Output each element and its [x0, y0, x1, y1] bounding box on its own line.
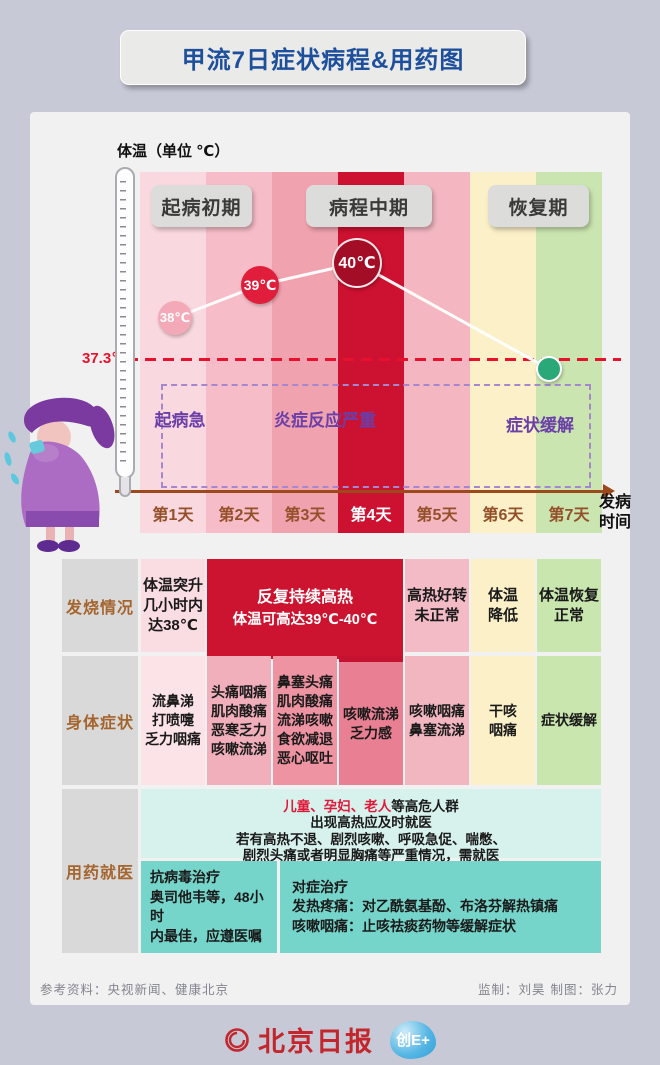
- day-column-3: 第3天: [272, 172, 338, 533]
- datapoint-40c: 40℃: [332, 238, 382, 288]
- reference-sources: 参考资料：央视新闻、健康北京: [40, 982, 230, 997]
- beijing-daily-logo: 北京日报: [224, 1020, 374, 1059]
- day-label-2: 第2天: [218, 507, 260, 524]
- chuang-e-plus-logo: 创E+: [390, 1020, 436, 1059]
- row-header-fever: 发烧情况: [62, 559, 138, 652]
- symptomatic-title: 对症治疗: [292, 878, 348, 895]
- day-label-3: 第3天: [284, 507, 326, 524]
- sick-child-illustration: [4, 397, 115, 552]
- note-line4: 剧烈头痛或者明显胸痛等严重情况，需就医: [242, 848, 500, 864]
- thermometer-tip: [119, 477, 131, 497]
- datapoint-recovery-dot: [536, 356, 562, 382]
- day-column-1: 第1天: [140, 172, 206, 533]
- day-column-2: 第2天: [206, 172, 272, 533]
- antiviral-title: 抗病毒治疗: [150, 869, 220, 885]
- beijing-daily-logo-text: 北京日报: [258, 1027, 374, 1058]
- note-line1: 儿童、孕妇、老人等高危人群: [283, 782, 459, 815]
- table-cell-symptoms-day2: 头痛咽痛 肌肉酸痛 恶寒乏力 咳嗽流涕: [207, 656, 271, 785]
- row-header-medical: 用药就医: [62, 789, 138, 953]
- note-line2: 出现高热应及时就医: [310, 815, 432, 831]
- antiviral-body: 奥司他韦等，48小时 内最佳，应遵医嘱: [150, 888, 264, 944]
- page-title: 甲流7日症状病程&用药图: [120, 30, 526, 85]
- day-label-1: 第1天: [152, 507, 194, 524]
- table-cell-symptoms-day4: 咳嗽流涕 乏力感: [339, 656, 403, 785]
- table-cell-symptoms-day3: 鼻塞头痛 肌肉酸痛 流涕咳嗽 食欲减退 恶心呕吐: [273, 656, 337, 785]
- medical-warning-note: 儿童、孕妇、老人等高危人群 出现高热应及时就医 若有高热不退、剧烈咳嗽、呼吸急促…: [141, 789, 601, 863]
- table-cell-fever-day6: 体温 降低: [471, 559, 535, 652]
- symptomatic-treatment-cell: 对症治疗 发热疼痛：对乙酰氨基酚、布洛芬解热镇痛 咳嗽咽痛：止咳祛痰药物等缓解症…: [280, 861, 601, 953]
- annotation-inflammation: 炎症反应严重: [274, 411, 376, 430]
- phase-pill-middle: 病程中期: [306, 185, 432, 227]
- day-label-5: 第5天: [416, 507, 458, 524]
- beijing-daily-emblem-icon: [225, 1027, 249, 1052]
- table-cell-symptoms-day1: 流鼻涕 打喷嚏 乏力咽痛: [141, 656, 205, 785]
- annotation-relief: 症状缓解: [506, 416, 574, 435]
- fever-span-line2: 体温可高达39℃-40℃: [232, 612, 378, 628]
- table-cell-symptoms-day5: 咳嗽咽痛 鼻塞流涕: [405, 656, 469, 785]
- antiviral-treatment-cell: 抗病毒治疗 奥司他韦等，48小时 内最佳，应遵医嘱: [141, 861, 277, 953]
- day-label-6: 第6天: [482, 507, 524, 524]
- datapoint-39c: 39℃: [241, 266, 279, 304]
- day-column-4: 第4天: [338, 172, 404, 533]
- x-axis-arrowhead: [603, 484, 615, 498]
- table-cell-fever-day5: 高热好转 未正常: [405, 559, 469, 652]
- table-cell-fever-day2to4: 反复持续高热 体温可高达39℃-40℃: [207, 559, 403, 659]
- x-axis-label: 发病 时间: [599, 494, 632, 531]
- day-column-5: 第5天: [404, 172, 470, 533]
- y-axis-label: 体温（单位 ℃）: [117, 143, 230, 160]
- symptomatic-body: 发热疼痛：对乙酰氨基酚、布洛芬解热镇痛 咳嗽咽痛：止咳祛痰药物等缓解症状: [292, 898, 558, 934]
- x-axis-line: [115, 490, 605, 493]
- day-column-7: 第7天: [536, 172, 602, 533]
- annotation-dashed-box: [161, 384, 591, 488]
- credits: 监制：刘昊 制图：张力: [478, 982, 618, 997]
- footer-logos: 北京日报 创E+: [0, 1020, 660, 1059]
- table-cell-fever-day1: 体温突升 几小时内 达38℃: [141, 559, 205, 652]
- annotation-onset: 起病急: [154, 411, 206, 430]
- fever-span-line1: 反复持续高热: [256, 589, 353, 606]
- table-cell-symptoms-day6: 干咳 咽痛: [471, 656, 535, 785]
- chuang-e-plus-text: 创E+: [396, 1032, 430, 1049]
- datapoint-38c: 38℃: [158, 301, 192, 335]
- note-high-risk-groups: 儿童、孕妇、老人: [283, 798, 392, 814]
- threshold-dashed-line: [127, 358, 621, 361]
- phase-pill-recovery: 恢复期: [488, 185, 589, 227]
- note-line1-rest: 等高危人群: [391, 798, 459, 814]
- day-label-7: 第7天: [548, 507, 590, 524]
- row-header-symptoms: 身体症状: [62, 656, 138, 785]
- table-cell-fever-day7: 体温恢复 正常: [537, 559, 601, 652]
- table-cell-symptoms-day7: 症状缓解: [537, 656, 601, 785]
- day-label-4: 第4天: [350, 507, 392, 524]
- temperature-curve: [174, 261, 550, 371]
- thermometer-ticks: [120, 181, 126, 465]
- day-column-6: 第6天: [470, 172, 536, 533]
- phase-pill-early: 起病初期: [151, 185, 252, 227]
- note-line3: 若有高热不退、剧烈咳嗽、呼吸急促、喘憋、: [236, 831, 506, 847]
